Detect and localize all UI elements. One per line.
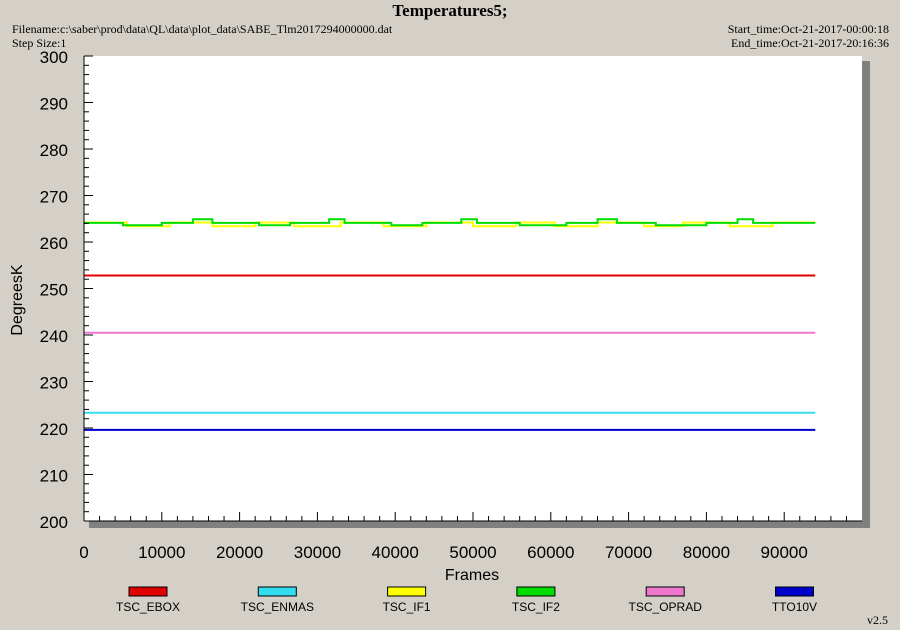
x-tick-label: 20000 (216, 543, 263, 562)
legend-swatch-tsc-if1 (387, 586, 427, 597)
legend: TSC_EBOX TSC_ENMAS TSC_IF1 TSC_IF2 TSC_OPRAD… (116, 586, 817, 614)
legend-label-tsc-ebox: TSC_EBOX (116, 600, 180, 614)
y-tick-label: 240 (40, 327, 68, 346)
y-tick-label: 200 (40, 513, 68, 532)
x-tick-label: 90000 (761, 543, 808, 562)
start-time-label: Start_time:Oct-21-2017-00:00:18 (727, 22, 889, 36)
chart-title: Temperatures5; (392, 1, 508, 20)
x-ticks: 0 10000 20000 30000 40000 50000 60000 70000 8000… (79, 512, 847, 562)
y-tick-label: 300 (40, 48, 68, 67)
legend-swatch-tsc-oprad (645, 586, 685, 597)
x-tick-label: 60000 (527, 543, 574, 562)
step-size-label: Step Size:1 (12, 36, 67, 50)
legend-swatch-tsc-enmas (257, 586, 297, 597)
x-tick-label: 30000 (294, 543, 341, 562)
legend-label-tsc-if2: TSC_IF2 (512, 600, 560, 614)
legend-label-tsc-enmas: TSC_ENMAS (241, 600, 314, 614)
end-time-label: End_time:Oct-21-2017-20:16:36 (731, 36, 889, 50)
y-tick-label: 220 (40, 420, 68, 439)
legend-label-tto10v: TTO10V (772, 600, 817, 614)
time-info: Start_time:Oct-21-2017-00:00:18 End_time… (728, 22, 889, 50)
legend-swatch-tsc-ebox (128, 586, 168, 597)
y-tick-label: 270 (40, 188, 68, 207)
plot-area (84, 56, 862, 521)
x-tick-label: 50000 (449, 543, 496, 562)
legend-swatch-tsc-if2 (516, 586, 556, 597)
x-tick-label: 10000 (138, 543, 185, 562)
y-tick-label: 290 (40, 95, 68, 114)
x-tick-label: 70000 (605, 543, 652, 562)
legend-label-tsc-oprad: TSC_OPRAD (629, 600, 703, 614)
version-label: v2.5 (867, 613, 888, 627)
x-tick-label: 40000 (372, 543, 419, 562)
y-tick-label: 260 (40, 234, 68, 253)
x-tick-label: 80000 (683, 543, 730, 562)
legend-label-tsc-if1: TSC_IF1 (383, 600, 431, 614)
y-tick-label: 280 (40, 141, 68, 160)
y-tick-label: 230 (40, 374, 68, 393)
file-info: Filename:c:\saber\prod\data\QL\data\plot… (12, 22, 392, 50)
x-axis-label: Frames (445, 567, 499, 584)
y-tick-label: 210 (40, 467, 68, 486)
series-line-tsc-if2 (84, 218, 816, 227)
x-tick-label: 0 (79, 543, 88, 562)
legend-swatch-tto10v (775, 586, 814, 597)
y-tick-label: 250 (40, 281, 68, 300)
series-layer (84, 218, 816, 431)
y-axis-label: DegreesK (9, 264, 26, 335)
y-ticks: 200 210 220 230 240 250 260 270 280 290 300 (40, 48, 93, 532)
filename-label: Filename:c:\saber\prod\data\QL\data\plot… (12, 22, 393, 36)
